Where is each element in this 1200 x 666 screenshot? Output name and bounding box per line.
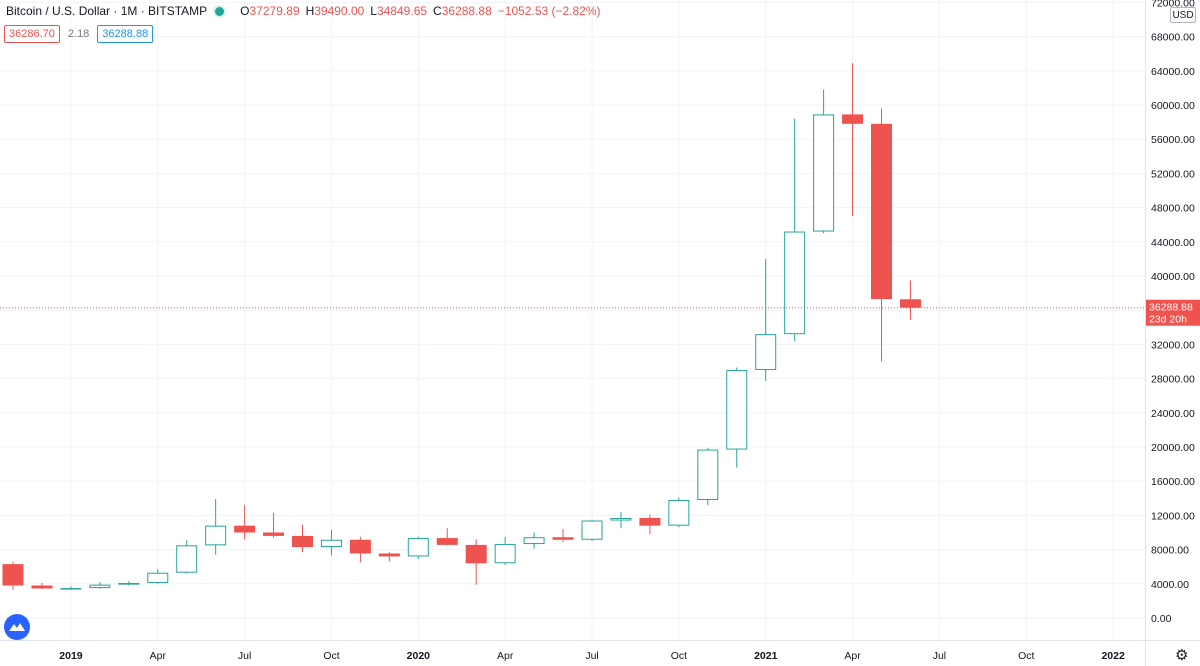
y-tick-label: 48000.00 (1151, 203, 1195, 215)
candle-body (436, 538, 458, 545)
candle-body (147, 572, 169, 583)
y-tick-label: 60000.00 (1151, 100, 1195, 112)
chart-legend: Bitcoin / U.S. Dollar · 1M · BITSTAMP O3… (6, 4, 605, 18)
low-value: 34849.65 (376, 4, 428, 18)
last-price-label: 36288.88 (1149, 302, 1193, 314)
y-tick-label: 16000.00 (1151, 476, 1195, 488)
y-tick-label: 12000.00 (1151, 510, 1195, 522)
candle-body (552, 537, 574, 540)
x-tick-label: Oct (671, 650, 687, 662)
y-tick-label: 24000.00 (1151, 408, 1195, 420)
candle-body (610, 517, 632, 521)
x-tick-label: Jul (585, 650, 598, 662)
candle-body (234, 525, 256, 533)
y-tick-label: 56000.00 (1151, 134, 1195, 146)
candle-body (349, 539, 371, 554)
gear-icon[interactable]: ⚙ (1175, 647, 1189, 664)
x-tick-label: Apr (150, 650, 167, 662)
candle-body (871, 123, 892, 300)
candle-body (176, 545, 198, 573)
candle-body (581, 520, 603, 540)
candle-body (697, 449, 719, 501)
x-tick-label: Oct (1018, 650, 1034, 662)
close-label: C (433, 4, 442, 18)
candle-body (407, 538, 429, 557)
y-tick-label: 68000.00 (1151, 32, 1195, 44)
y-tick-label: 32000.00 (1151, 339, 1195, 351)
market-status-dot (215, 6, 225, 16)
x-tick-label: Apr (497, 650, 514, 662)
candle-body (813, 114, 835, 232)
x-tick-label: 2022 (1101, 650, 1125, 662)
x-tick-label: 2020 (407, 650, 431, 662)
candle-body (378, 553, 400, 557)
y-tick-label: 8000.00 (1151, 545, 1189, 557)
candle-body (784, 231, 806, 335)
y-tick-label: 40000.00 (1151, 271, 1195, 283)
candle-body (263, 532, 285, 536)
high-label: H (305, 4, 315, 18)
y-tick-label: 44000.00 (1151, 237, 1195, 249)
spread-value: 2.18 (67, 28, 90, 40)
close-value: 36288.88 (441, 4, 492, 18)
low-label: L (370, 4, 377, 18)
y-tick-label: 72000.00 (1151, 0, 1195, 9)
sell-price-button[interactable]: 36286.70 (4, 25, 60, 43)
last-price-label-bg (1146, 299, 1200, 326)
candle-body (755, 334, 777, 371)
candle-body (726, 370, 748, 450)
tradingview-logo-icon[interactable] (4, 614, 30, 640)
x-tick-label: 2021 (754, 650, 778, 662)
currency-button[interactable]: USD (1170, 7, 1196, 23)
candle-body (2, 564, 24, 586)
candle-body (899, 299, 921, 308)
trade-panel: 36286.70 2.18 36288.88 (4, 25, 154, 43)
x-tick-label: Oct (323, 650, 339, 662)
candle-body (523, 537, 545, 545)
x-tick-label: Jul (933, 650, 946, 662)
x-tick-label: Apr (844, 650, 861, 662)
candle-body (494, 544, 516, 564)
y-tick-label: 28000.00 (1151, 374, 1195, 386)
buy-price-button[interactable]: 36288.88 (97, 25, 154, 43)
x-tick-label: 2019 (59, 650, 83, 662)
change-value: −1052.53 (−2.82%) (497, 4, 601, 18)
candle-body (668, 500, 690, 526)
candle-body (465, 544, 487, 564)
candle-body (60, 588, 82, 590)
x-tick-label: Jul (238, 650, 251, 662)
candle-body (89, 584, 111, 589)
y-tick-label: 52000.00 (1151, 168, 1195, 180)
open-value: 37279.89 (249, 4, 300, 18)
logo-glyph (9, 623, 25, 631)
candle-body (320, 539, 342, 548)
y-tick-label: 64000.00 (1151, 66, 1195, 78)
candle-body (842, 114, 864, 124)
open-label: O (240, 4, 250, 18)
y-tick-label: 20000.00 (1151, 442, 1195, 454)
countdown-label: 23d 20h (1149, 314, 1187, 326)
candle-body (292, 535, 313, 548)
y-tick-label: 4000.00 (1151, 579, 1189, 591)
candle-body (118, 582, 140, 585)
y-tick-label: 0.00 (1151, 613, 1172, 625)
candle-body (639, 517, 661, 526)
candle-body (31, 585, 53, 589)
candle-body (205, 525, 227, 546)
symbol-title[interactable]: Bitcoin / U.S. Dollar · 1M · BITSTAMP (6, 4, 208, 18)
high-value: 39490.00 (314, 4, 365, 18)
